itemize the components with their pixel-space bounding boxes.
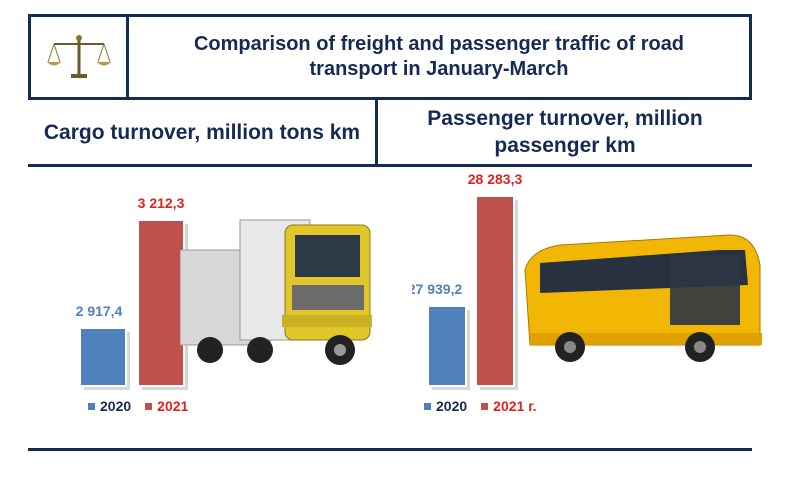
bar-2020 [79,327,127,387]
bus-icon [524,234,762,362]
passenger-chart: 27 939,2 28 283,3 [412,170,552,420]
legend-label: 2021 [157,398,189,414]
legend-swatch [481,402,489,410]
legend-label: 2020 [100,398,132,414]
cargo-heading: Cargo turnover, million tons km [43,120,361,144]
legend-swatch [145,402,153,410]
passenger-legend: 2020 2021 г. [424,398,551,414]
legend-swatch [88,402,95,410]
scales-icon [46,35,111,78]
section-divider [375,100,378,164]
legend-label: 2020 [436,398,468,414]
data-label-2021: 3 212,3 [138,195,185,211]
bar-2021 [137,219,185,387]
legend-item-2021: 2021 [145,398,188,414]
cargo-legend: 2020 2021 [88,398,202,414]
passenger-chart-svg: 27 939,2 28 283,3 [412,171,523,390]
section-underline [28,164,752,167]
legend-item-2020: 2020 [88,398,131,414]
data-label-2020: 27 939,2 [412,281,462,297]
truck-icon [180,219,372,365]
page-title: Comparison of freight and passenger traf… [193,33,685,80]
legend-item-2021: 2021 г. [481,398,537,414]
logo-box [31,17,129,97]
legend-item-2020: 2020 [424,398,467,414]
header-frame: Comparison of freight and passenger traf… [28,14,752,100]
footer-rule [28,448,752,451]
data-label-2020: 2 917,4 [76,303,123,319]
bar-2021 [475,195,515,387]
passenger-heading: Passenger turnover, million passenger km [427,107,703,157]
bar-2020 [427,305,467,387]
legend-label: 2021 г. [493,398,537,414]
data-label-2021: 28 283,3 [468,171,523,187]
legend-swatch [424,402,431,410]
